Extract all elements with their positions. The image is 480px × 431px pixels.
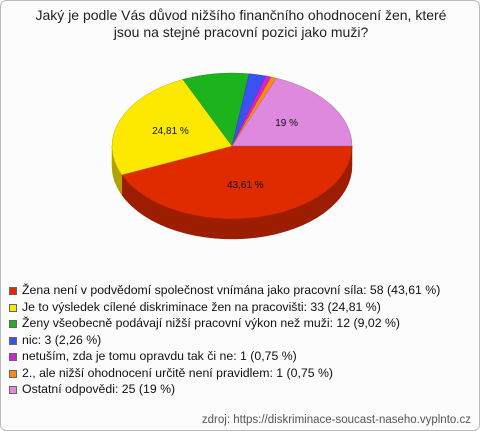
legend-label: Ženy všeobecně podávají nižší pracovní v…	[22, 316, 400, 330]
legend-label: 2., ale nižší ohodnocení určitě není pra…	[22, 365, 334, 380]
legend-swatch	[9, 353, 17, 361]
legend-label: Žena není v podvědomí společnost vnímána…	[22, 283, 441, 297]
source: zdroj: https://diskriminace-soucast-nase…	[201, 414, 471, 426]
legend-swatch	[9, 287, 17, 295]
legend-swatch	[9, 369, 17, 378]
legend-swatch	[9, 386, 17, 394]
legend-item: Ostatní odpovědi: 25 (19 %)	[9, 382, 469, 398]
legend-item: 2., ale nižší ohodnocení určitě není pra…	[9, 366, 469, 382]
legend-item: netuším, zda je tomu opravdu tak či ne: …	[9, 349, 469, 365]
legend-label: netuším, zda je tomu opravdu tak či ne: …	[22, 349, 297, 363]
data-label: 43,61 %	[227, 180, 264, 191]
slice	[121, 145, 353, 220]
slice	[231, 77, 353, 147]
chart-title: Jaký je podle Vás důvod nižšího finanční…	[35, 7, 447, 40]
data-label: 24,81 %	[152, 126, 189, 137]
data-label: 19 %	[275, 118, 298, 129]
legend-item: Je to výsledek cílené diskriminace žen n…	[9, 300, 469, 316]
slice	[111, 79, 233, 176]
legend-item: Ženy všeobecně podávají nižší pracovní v…	[9, 316, 469, 332]
legend-label: Je to výsledek cílené diskriminace žen n…	[22, 299, 381, 314]
legend-item: nic: 3 (2,26 %)	[9, 333, 469, 349]
pie-area: 43,61 % 24,81 % 19 %	[111, 72, 353, 240]
legend-label: nic: 3 (2,26 %)	[22, 332, 102, 347]
legend-label: Ostatní odpovědi: 25 (19 %)	[22, 382, 176, 396]
legend-item: Žena není v podvědomí společnost vnímána…	[9, 283, 469, 299]
legend-swatch	[9, 320, 17, 328]
legend-swatch	[9, 303, 17, 312]
legend-swatch	[9, 336, 17, 345]
legend: Žena není v podvědomí společnost vnímána…	[9, 283, 469, 399]
